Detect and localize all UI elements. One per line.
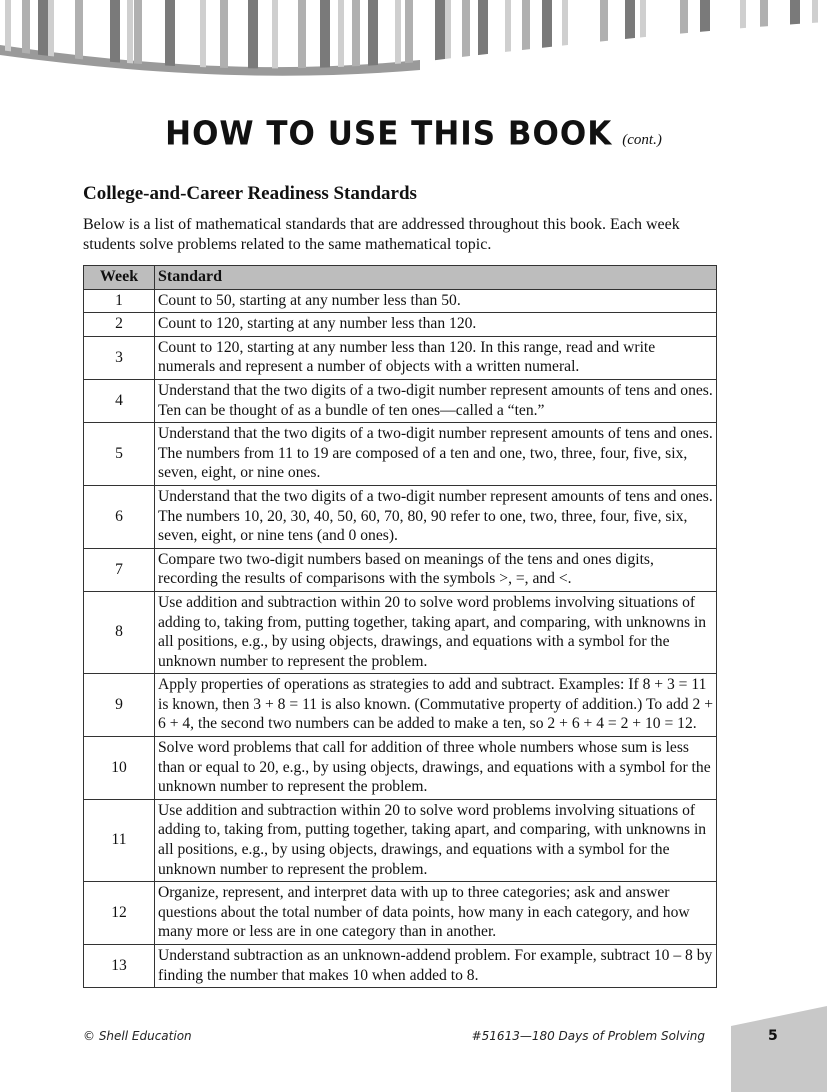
stripe [338,0,344,69]
week-cell: 8 [83,590,155,675]
week-cell: 4 [83,378,155,424]
page-number-tab [731,1006,827,1092]
title-text: HOW TO USE THIS BOOK [165,115,613,153]
stripe [200,0,206,69]
stripe [812,0,818,69]
table-row: 10 Solve word problems that call for addi… [83,736,717,800]
standard-cell: Understand that the two digits of a two-… [154,422,717,486]
standard-cell: Use addition and subtraction within 20 t… [154,798,717,883]
page-number: 5 [768,1028,778,1044]
table-row: 11 Use addition and subtraction within 20… [83,798,717,883]
stripe [272,0,278,69]
stripe [5,0,11,69]
standard-cell: Compare two two-digit numbers based on m… [154,547,717,592]
stripe [522,0,530,69]
intro-paragraph: Below is a list of mathematical standard… [83,216,680,253]
stripe [640,0,646,69]
standard-cell: Understand that the two digits of a two-… [154,484,717,549]
standard-cell: Use addition and subtraction within 20 t… [154,590,717,675]
title-suffix: (cont.) [622,132,662,148]
week-cell: 10 [83,736,155,800]
stripe [320,0,330,69]
week-cell: 12 [83,881,155,945]
stripe [48,0,54,69]
stripe [298,0,306,69]
standard-cell: Count to 120, starting at any number les… [154,335,717,380]
stripe [600,0,608,69]
table-header-row: Week Standard [83,265,717,290]
stripe [435,0,445,69]
decorative-stripe-banner [0,0,818,76]
week-cell: 1 [83,288,155,314]
standards-table: Week Standard 1 Count to 50, starting at … [83,265,717,989]
table-row: 5 Understand that the two digits of a two… [83,422,717,486]
standard-cell: Understand that the two digits of a two-… [154,378,717,424]
stripe [445,0,451,69]
table-row: 7 Compare two two-digit numbers based on … [83,547,717,592]
table-row: 3 Count to 120, starting at any number le… [83,335,717,380]
week-cell: 3 [83,335,155,380]
column-header-week: Week [83,265,155,290]
stripe [505,0,511,69]
footer-copyright: © Shell Education [83,1029,192,1043]
table-row: 8 Use addition and subtraction within 20 … [83,590,717,675]
stripe [790,0,800,69]
standard-cell: Organize, represent, and interpret data … [154,881,717,945]
week-cell: 6 [83,484,155,549]
stripe [352,0,360,69]
stripe [395,0,401,69]
week-cell: 5 [83,422,155,486]
column-header-standard: Standard [154,265,717,290]
stripe [110,0,120,69]
stripe [680,0,688,69]
week-cell: 9 [83,673,155,738]
stripe [542,0,552,69]
stripe [368,0,378,69]
page-title: HOW TO USE THIS BOOK (cont.) [0,115,827,153]
stripe [22,0,30,69]
table-row: 2 Count to 120, starting at any number le… [83,312,717,337]
stripe [405,0,413,69]
stripe [700,0,710,69]
standard-cell: Apply properties of operations as strate… [154,673,717,738]
stripe [127,0,133,69]
section-heading: College-and-Career Readiness Standards [83,183,417,204]
table-row: 9 Apply properties of operations as strat… [83,673,717,738]
stripe [248,0,258,69]
stripe [478,0,488,69]
table-row: 13 Understand subtraction as an unknown-a… [83,943,717,989]
week-cell: 13 [83,943,155,989]
table-row: 12 Organize, represent, and interpret dat… [83,881,717,945]
table-row: 4 Understand that the two digits of a two… [83,378,717,424]
stripe [462,0,470,69]
week-cell: 2 [83,312,155,337]
week-cell: 11 [83,798,155,883]
table-row: 1 Count to 50, starting at any number les… [83,288,717,314]
standard-cell: Solve word problems that call for additi… [154,736,717,800]
table-row: 6 Understand that the two digits of a two… [83,484,717,549]
stripe [760,0,768,69]
stripe [740,0,746,69]
week-cell: 7 [83,547,155,592]
stripe [134,0,142,69]
standard-cell: Count to 120, starting at any number les… [154,312,717,337]
footer-book-title: #51613—180 Days of Problem Solving [471,1029,705,1043]
standard-cell: Count to 50, starting at any number less… [154,288,717,314]
stripe [625,0,635,69]
stripe [562,0,568,69]
stripe [75,0,83,69]
stripe [38,0,48,69]
standard-cell: Understand subtraction as an unknown-add… [154,943,717,989]
stripe [165,0,175,69]
stripe [220,0,228,69]
